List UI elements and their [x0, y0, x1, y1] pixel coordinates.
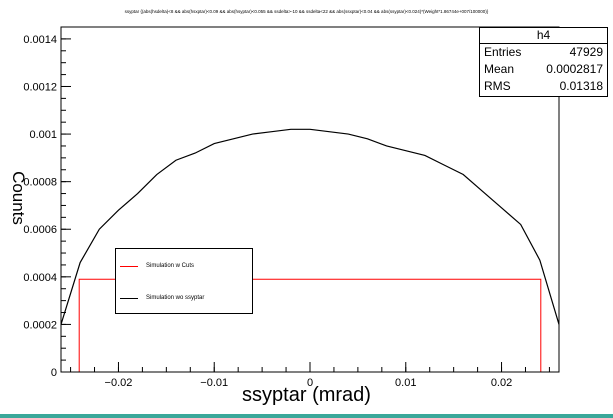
legend-label-wo: Simulation wo ssyptar — [146, 295, 205, 301]
x-tick-label: −0.01 — [200, 377, 228, 389]
axes-layer: 0 0.0002 0.0004 0.0006 0.0008 0.001 0.0012 0.00… — [23, 26, 550, 389]
y-tick-label: 0 — [51, 367, 57, 379]
legend-entry-wo: Simulation wo ssyptar — [116, 291, 252, 305]
x-tick-label: −0.02 — [105, 377, 133, 389]
stats-mean-value: 0.0002817 — [546, 62, 603, 76]
stats-row-entries: Entries 47929 — [480, 44, 607, 61]
y-tick-label: 0.001 — [29, 129, 57, 141]
legend-swatch-cuts — [120, 265, 138, 267]
stats-name: h4 — [480, 28, 607, 44]
stats-rms-label: RMS — [484, 79, 511, 93]
x-tick-label: 0.01 — [395, 377, 416, 389]
stats-entries-value: 47929 — [569, 45, 603, 59]
stats-box: h4 Entries 47929 Mean 0.0002817 RMS 0.01… — [479, 27, 608, 97]
y-tick-label: 0.0008 — [23, 177, 57, 189]
bottom-border — [0, 414, 613, 418]
x-tick-label: 0 — [307, 377, 313, 389]
y-tick-label: 0.0006 — [23, 224, 57, 236]
y-tick-label: 0.0004 — [23, 272, 57, 284]
x-axis-label: ssyptar (mrad) — [242, 384, 371, 406]
stats-entries-label: Entries — [484, 45, 522, 59]
y-tick-label: 0.0014 — [23, 34, 57, 46]
series-line-1 — [60, 128, 560, 325]
x-tick-label: 0.02 — [491, 377, 512, 389]
legend-swatch-wo — [120, 297, 138, 299]
legend: Simulation w Cuts Simulation wo ssyptar — [115, 248, 253, 314]
legend-entry-cuts: Simulation w Cuts — [116, 259, 252, 273]
stats-rms-value: 0.01318 — [559, 79, 603, 93]
legend-label-cuts: Simulation w Cuts — [146, 263, 195, 269]
y-tick-label: 0.0012 — [23, 81, 57, 93]
stats-mean-label: Mean — [484, 62, 515, 76]
y-tick-label: 0.0002 — [23, 319, 57, 331]
stats-row-rms: RMS 0.01318 — [480, 78, 607, 95]
chart-title: ssyptar {(abs(hsdelta)<8 && abs(hsxptar)… — [124, 9, 489, 14]
stats-row-mean: Mean 0.0002817 — [480, 61, 607, 78]
y-axis-label: Counts — [9, 171, 28, 225]
